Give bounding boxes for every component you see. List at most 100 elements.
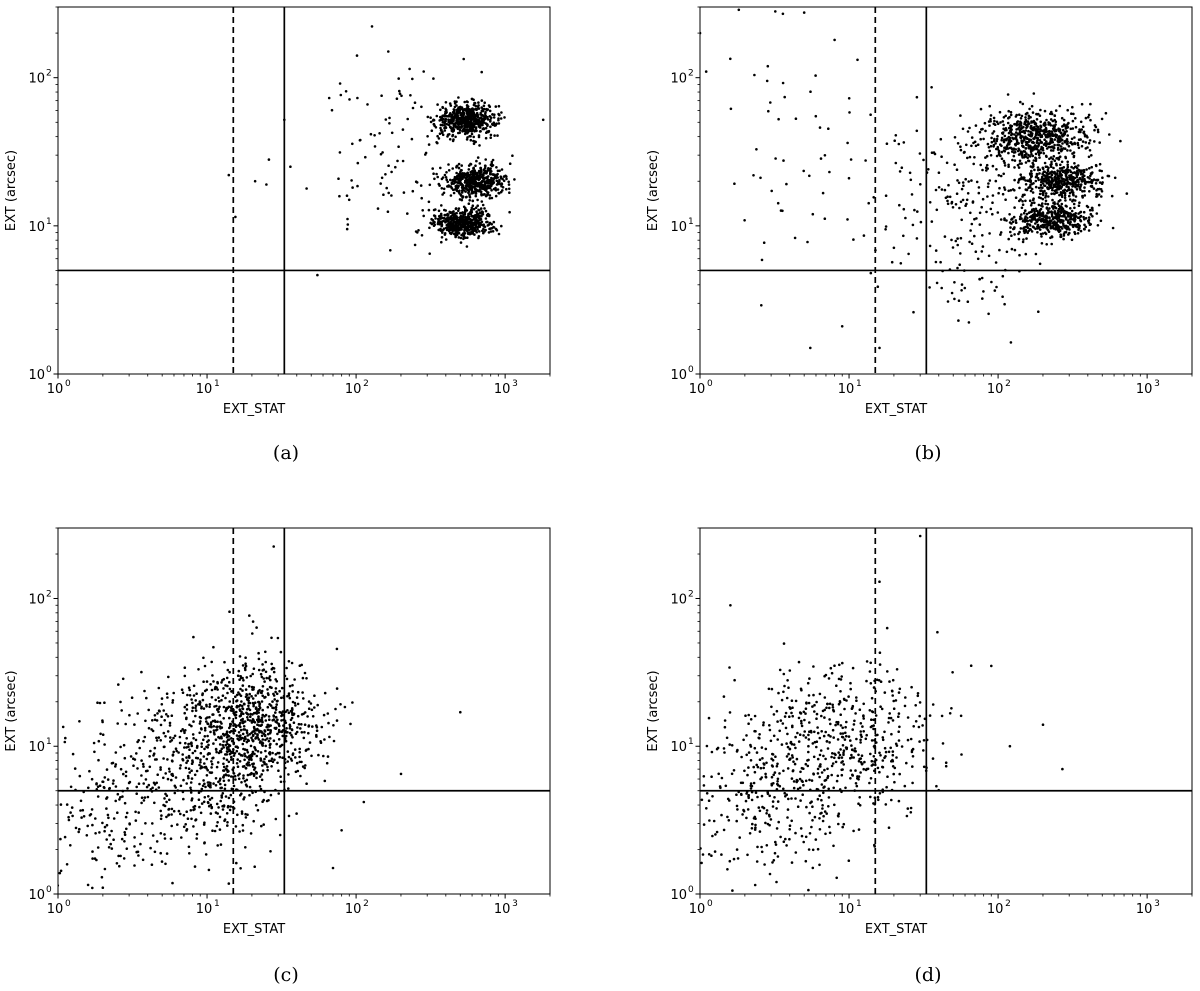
data-point — [957, 181, 961, 185]
data-point — [240, 812, 244, 815]
data-point — [1034, 227, 1037, 231]
data-point — [962, 151, 966, 154]
data-point — [489, 230, 493, 233]
data-point — [198, 731, 201, 735]
data-point — [231, 775, 235, 779]
data-point — [178, 767, 182, 770]
data-point — [291, 690, 295, 693]
data-point — [441, 121, 445, 124]
data-point — [287, 694, 291, 697]
data-point — [305, 187, 308, 190]
data-point — [1042, 179, 1045, 182]
data-point — [220, 747, 224, 751]
data-point — [201, 693, 204, 697]
data-point — [487, 223, 491, 226]
data-point — [1073, 206, 1076, 210]
data-point — [262, 760, 265, 764]
data-point — [256, 808, 260, 812]
data-point — [468, 129, 472, 133]
data-point — [205, 745, 208, 749]
data-point — [480, 106, 484, 109]
data-point — [190, 724, 193, 728]
data-point — [467, 181, 470, 184]
data-point — [221, 678, 224, 682]
data-point — [187, 845, 191, 849]
data-point — [198, 722, 202, 725]
data-point — [242, 777, 245, 780]
data-point — [234, 215, 237, 219]
data-point — [472, 103, 476, 107]
data-point — [238, 760, 242, 763]
data-point — [460, 194, 463, 197]
data-point — [1099, 219, 1103, 223]
data-point — [266, 737, 269, 740]
data-point — [461, 172, 465, 175]
data-point — [950, 291, 954, 295]
data-point — [447, 185, 451, 188]
data-point — [1030, 169, 1033, 173]
data-point — [157, 686, 161, 690]
data-point — [239, 728, 243, 732]
data-point — [1037, 178, 1040, 182]
data-point — [467, 168, 471, 171]
data-point — [1084, 225, 1088, 229]
data-point — [1020, 114, 1024, 118]
data-point — [1039, 196, 1042, 200]
data-point — [477, 235, 481, 238]
data-point — [281, 756, 284, 759]
data-point — [948, 195, 952, 199]
data-point — [227, 173, 231, 177]
data-point — [1016, 132, 1020, 136]
data-point — [483, 115, 487, 119]
data-point — [991, 164, 995, 168]
data-point — [252, 667, 256, 670]
data-point — [298, 755, 301, 759]
data-point — [1029, 116, 1032, 119]
data-point — [259, 787, 263, 791]
data-point — [852, 238, 855, 241]
data-point — [1038, 218, 1042, 222]
data-point — [475, 188, 479, 192]
data-point — [251, 765, 255, 768]
data-point — [166, 758, 169, 761]
data-point — [118, 798, 121, 801]
data-point — [227, 760, 231, 764]
data-point — [1088, 208, 1092, 212]
data-point — [238, 678, 241, 681]
data-point — [217, 710, 220, 714]
data-point — [957, 299, 961, 303]
data-point — [987, 254, 991, 258]
data-point — [210, 688, 214, 692]
data-point — [126, 787, 129, 790]
data-point — [193, 749, 197, 753]
data-point — [264, 755, 268, 758]
data-point — [221, 808, 225, 811]
data-point — [278, 755, 282, 759]
data-point — [1002, 116, 1006, 119]
data-point — [958, 206, 961, 210]
data-point — [1029, 186, 1032, 189]
data-point — [1058, 167, 1062, 170]
data-point — [885, 142, 889, 145]
data-point — [274, 678, 278, 681]
data-point — [1045, 118, 1048, 122]
data-point — [1070, 143, 1074, 146]
data-point — [946, 202, 950, 206]
data-point — [1066, 134, 1069, 137]
data-point — [1048, 216, 1051, 220]
data-point — [919, 183, 922, 186]
data-point — [1038, 216, 1041, 219]
data-point — [204, 785, 207, 789]
data-point — [1068, 169, 1072, 172]
data-point — [223, 783, 227, 787]
data-point — [219, 720, 222, 724]
data-point — [1063, 131, 1067, 134]
data-point — [1034, 144, 1037, 147]
data-point — [406, 212, 409, 215]
data-point — [477, 182, 481, 185]
data-point — [107, 846, 111, 849]
data-point — [394, 165, 397, 169]
data-point — [222, 717, 225, 720]
data-point — [1039, 183, 1043, 187]
data-point — [1033, 148, 1036, 151]
